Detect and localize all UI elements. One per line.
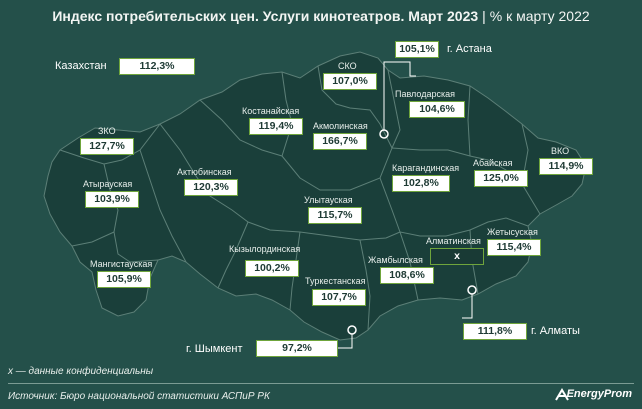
city-label-almaty: г. Алматы bbox=[531, 325, 580, 337]
region-label-ulytau: Улытауская bbox=[304, 195, 353, 205]
title-subtitle: % к марту 2022 bbox=[489, 8, 590, 24]
region-value-akmola: 166,7% bbox=[313, 133, 367, 150]
region-value-zhetysu: 115,4% bbox=[487, 239, 541, 256]
region-value-pavlodar: 104,6% bbox=[409, 101, 465, 118]
city-markers bbox=[338, 61, 477, 349]
region-label-kostanay: Костанайская bbox=[242, 106, 300, 116]
country-name: Казахстан bbox=[55, 60, 107, 72]
region-label-vko: ВКО bbox=[551, 146, 570, 156]
title-main: Индекс потребительских цен. Услуги кинот… bbox=[52, 8, 479, 24]
footnote: x — данные конфиденциальны bbox=[8, 366, 154, 377]
region-label-atyrau: Атырауская bbox=[83, 179, 133, 189]
region-label-kyzylorda: Кызылординская bbox=[229, 244, 301, 254]
source-note: Источник: Бюро национальной статистики А… bbox=[8, 391, 270, 402]
city-value-almaty: 111,8% bbox=[463, 323, 527, 340]
country-outline bbox=[43, 51, 587, 341]
region-value-kyzylorda: 100,2% bbox=[245, 260, 299, 277]
region-value-almaty-reg: x bbox=[430, 248, 484, 265]
brand-logo: EnergyProm bbox=[566, 388, 632, 400]
energyprom-logo-icon bbox=[555, 388, 569, 401]
region-label-zhambyl: Жамбылская bbox=[368, 255, 423, 265]
city-label-astana: г. Астана bbox=[447, 43, 492, 55]
region-label-zhetysu: Жетысуская bbox=[487, 227, 538, 237]
country-value: 112,3% bbox=[119, 58, 195, 75]
city-value-astana: 105,1% bbox=[395, 41, 439, 58]
region-value-turkestan: 107,7% bbox=[312, 289, 366, 306]
city-label-shymkent: г. Шымкент bbox=[186, 343, 243, 355]
almaty-leader bbox=[462, 294, 473, 319]
footer-divider bbox=[8, 383, 634, 384]
region-label-almaty-reg: Алматинская bbox=[426, 236, 481, 246]
region-value-atyrau: 103,9% bbox=[85, 191, 139, 208]
region-value-vko: 114,9% bbox=[539, 158, 593, 175]
region-label-pavlodar: Павлодарская bbox=[395, 89, 455, 99]
region-borders bbox=[59, 65, 541, 331]
region-value-aktobe: 120,3% bbox=[184, 179, 238, 196]
region-value-zko: 127,7% bbox=[80, 138, 134, 155]
region-value-abay: 125,0% bbox=[474, 170, 528, 187]
region-label-abay: Абайская bbox=[473, 158, 513, 168]
region-label-mangystau: Мангистауская bbox=[90, 259, 153, 269]
region-label-aktobe: Актюбинская bbox=[177, 167, 232, 177]
region-label-turkestan: Туркестанская bbox=[305, 276, 366, 286]
region-value-ulytau: 115,7% bbox=[308, 207, 362, 224]
region-value-sko: 107,0% bbox=[323, 73, 377, 90]
region-label-zko: ЗКО bbox=[98, 126, 116, 136]
region-value-mangystau: 105,9% bbox=[97, 271, 151, 288]
astana-leader bbox=[383, 61, 416, 130]
shymkent-leader bbox=[338, 334, 353, 349]
region-value-karaganda: 102,8% bbox=[392, 175, 450, 192]
map-title: Индекс потребительских цен. Услуги кинот… bbox=[0, 8, 642, 24]
city-value-shymkent: 97,2% bbox=[256, 340, 338, 357]
region-value-kostanay: 119,4% bbox=[249, 118, 303, 135]
region-value-zhambyl: 108,6% bbox=[380, 267, 434, 284]
region-label-akmola: Акмолинская bbox=[313, 121, 368, 131]
region-label-sko: СКО bbox=[338, 61, 357, 71]
title-separator: | bbox=[482, 8, 486, 24]
region-label-karaganda: Карагандинская bbox=[392, 163, 460, 173]
